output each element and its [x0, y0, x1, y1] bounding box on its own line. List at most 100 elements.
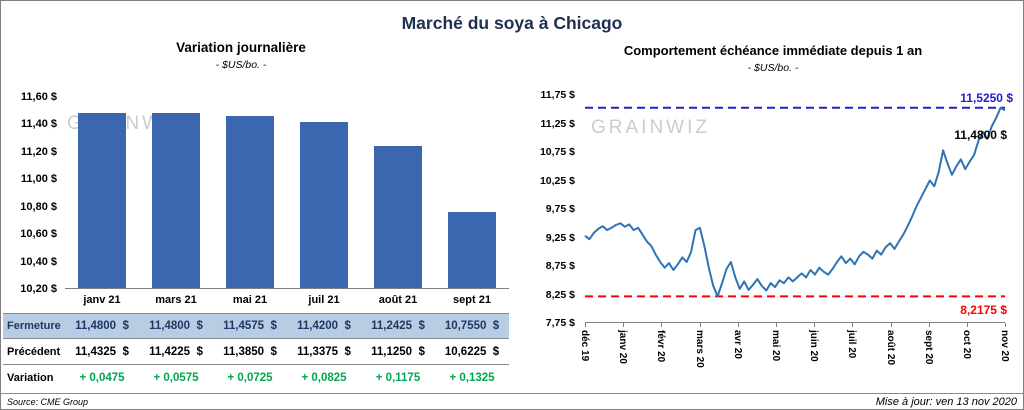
x-axis-tick	[585, 323, 586, 327]
x-axis-label: sept 20	[922, 330, 934, 365]
row-label: Précédent	[7, 345, 61, 358]
bar-chart-title: Variation journalière	[176, 40, 306, 55]
x-axis-tick	[814, 323, 816, 327]
table-cell: 11,4225 $	[149, 345, 203, 358]
bar-y-tick-label: 10,80 $	[20, 200, 57, 213]
table-row-1: Précédent 11,4325 $ 11,4225 $ 11,3850 $ 11,3…	[3, 339, 509, 365]
bar-y-tick-label: 10,20 $	[20, 283, 57, 295]
bar-août-21	[374, 145, 422, 288]
bar-y-tick-label: 11,00 $	[20, 173, 57, 186]
line-chart: 11,5250 $ 11,4800 $ 8,2175 $	[584, 91, 1013, 327]
table-row-0: Fermeture 11,4800 $ 11,4800 $ 11,4575 $ 11,4…	[3, 313, 509, 339]
bar-slot	[213, 97, 287, 288]
bar-category-label: août 21	[378, 294, 418, 306]
bar-slot	[139, 97, 213, 288]
line-x-axis: déc 19 janv 20 févr 20 mars 20 avr 20 mai 20 j…	[579, 328, 1010, 390]
bar-x-axis: janv 21 mars 21 mai 21 juil 21 août 21 sept 2…	[65, 294, 509, 306]
x-axis-tick	[852, 323, 854, 327]
x-axis-tick	[623, 323, 625, 327]
bar-chart	[65, 97, 509, 289]
table-cell: 11,3850 $	[223, 345, 277, 358]
low-value-label: 8,2175 $	[960, 303, 1007, 318]
x-axis-label: juin 20	[808, 330, 820, 362]
close-value-label: 11,4800 $	[954, 127, 1007, 142]
bar-slot	[65, 97, 139, 288]
x-axis-label: nov 20	[999, 330, 1010, 362]
x-axis-tick	[890, 323, 892, 327]
x-axis-label: janv 20	[617, 330, 629, 364]
line-y-tick-label: 8,25 $	[545, 288, 575, 301]
row-label: Variation	[7, 372, 54, 384]
price-table: Fermeture 11,4800 $ 11,4800 $ 11,4575 $ 11,4…	[3, 313, 509, 391]
bar-category-label: sept 21	[453, 294, 491, 306]
page-title: Marché du soya à Chicago	[401, 13, 623, 33]
table-cell: 11,4200 $	[297, 320, 351, 332]
source-note: Source: CME Group	[7, 396, 89, 407]
table-cell: 10,7550 $	[444, 320, 500, 332]
bar-mai-21	[226, 116, 274, 288]
x-axis-tick	[775, 323, 777, 327]
updated-note: Mise à jour: ven 13 nov 2020	[875, 395, 1017, 408]
table-cell: + 0,0575	[153, 372, 199, 384]
line-y-axis: 11,75 $ 11,25 $ 10,75 $ 10,25 $ 9,75 $ 9,25 $…	[521, 89, 579, 329]
x-axis-tick	[661, 323, 663, 327]
bar-sept-21	[448, 212, 496, 288]
table-cell: 10,6225 $	[444, 345, 500, 358]
bar-slot	[435, 97, 509, 288]
bar-mars-21	[152, 113, 200, 288]
bar-y-axis: 11,60 $ 11,40 $ 11,20 $ 11,00 $ 10,80 $ 10,60…	[3, 91, 61, 295]
x-axis-label: oct 20	[960, 330, 972, 359]
line-chart-subtitle: - $US/bo. -	[747, 62, 799, 74]
bar-y-tick-label: 10,60 $	[20, 228, 57, 241]
table-cell: + 0,0475	[79, 372, 125, 384]
bar-y-tick-label: 11,60 $	[20, 91, 57, 103]
bar-y-tick-label: 10,40 $	[20, 255, 57, 268]
line-chart-svg	[584, 106, 1006, 298]
x-axis-tick	[737, 323, 739, 327]
table-cell: 11,4800 $	[75, 320, 129, 332]
table-cell: + 0,1325	[449, 372, 495, 384]
x-axis-label: déc 19	[579, 330, 590, 362]
high-value-label: 11,5250 $	[960, 90, 1013, 105]
bar-y-tick-label: 11,20 $	[20, 145, 57, 158]
table-cell: 11,4325 $	[75, 345, 129, 358]
x-axis-label: mai 20	[769, 330, 781, 362]
x-axis-label: juil 20	[846, 330, 858, 359]
table-cell: 11,1250 $	[371, 345, 425, 358]
table-cell: 11,4800 $	[149, 320, 203, 332]
bar-janv-21	[78, 113, 126, 288]
line-y-tick-label: 9,25 $	[545, 231, 575, 244]
bar-chart-subtitle: - $US/bo. -	[215, 59, 267, 71]
x-axis-tick	[699, 323, 701, 327]
bar-category-label: mai 21	[232, 294, 268, 306]
table-cell: 11,4575 $	[223, 320, 277, 332]
line-y-tick-label: 9,75 $	[545, 203, 575, 215]
bar-category-label: juil 21	[308, 294, 340, 306]
grainwiz-watermark: GRAINWIZ	[591, 117, 710, 138]
x-axis-label: août 20	[884, 330, 896, 366]
table-cell: + 0,1175	[375, 372, 421, 384]
x-axis-tick	[1005, 323, 1006, 327]
line-y-tick-label: 7,75 $	[545, 317, 575, 329]
row-label: Fermeture	[7, 320, 61, 332]
bar-slot	[361, 97, 435, 288]
line-y-tick-label: 11,25 $	[540, 117, 575, 130]
bar-category-label: janv 21	[83, 294, 121, 306]
table-cell: 11,3375 $	[297, 345, 351, 358]
table-cell: + 0,0725	[227, 372, 273, 384]
x-axis-tick	[928, 323, 930, 327]
x-axis-label: avr 20	[731, 330, 743, 359]
footer: Source: CME Group Mise à jour: ven 13 no…	[1, 393, 1023, 409]
table-cell: + 0,0825	[301, 372, 347, 384]
bar-category-label: mars 21	[155, 294, 197, 306]
line-y-tick-label: 8,75 $	[545, 260, 575, 272]
line-chart-title: Comportement échéance immédiate depuis 1…	[623, 43, 923, 58]
x-axis-label: févr 20	[655, 330, 667, 363]
bar-slot	[287, 97, 361, 288]
line-y-tick-label: 10,75 $	[539, 146, 575, 158]
x-axis-tick	[966, 323, 968, 327]
line-y-tick-label: 11,75 $	[540, 89, 575, 101]
bar-y-tick-label: 11,40 $	[20, 118, 57, 131]
x-axis-label: mars 20	[693, 330, 705, 368]
